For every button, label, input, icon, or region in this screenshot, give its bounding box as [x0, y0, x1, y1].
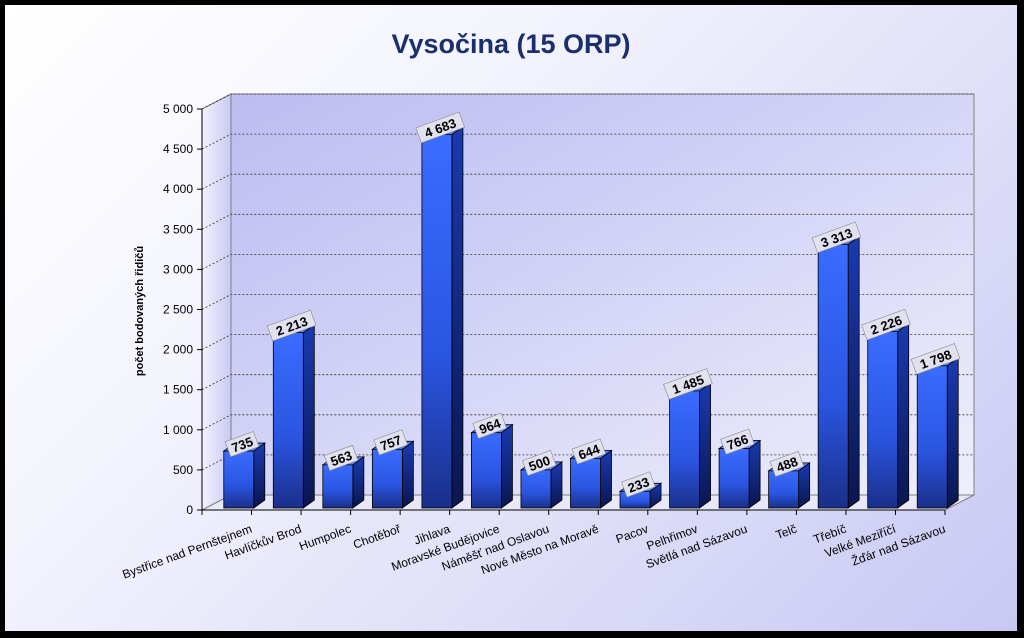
data-label-box: [522, 449, 557, 477]
bar: [916, 357, 960, 509]
data-label-text: 766: [725, 431, 751, 453]
chart-title: Vysočina (15 ORP): [391, 29, 631, 59]
y-tick-label: 3 000: [163, 262, 193, 276]
gridline: [201, 374, 974, 391]
gridline: [201, 294, 974, 310]
data-label-box: [663, 368, 713, 400]
data-label-text: 964: [477, 415, 503, 437]
bar: [668, 382, 712, 509]
bar-front: [371, 448, 403, 509]
y-tick-label: 1 500: [163, 383, 193, 397]
y-tick-label: 3 500: [163, 222, 193, 236]
data-label-box: [769, 450, 805, 478]
x-tick-label: Humpolec: [297, 522, 353, 554]
bar-front: [916, 365, 948, 509]
data-label-text: 735: [229, 434, 255, 456]
y-tick-label: 4 500: [163, 142, 193, 156]
data-label: 644: [571, 438, 607, 465]
data-label: 735: [224, 431, 260, 458]
bar-side: [501, 423, 513, 509]
bar-front: [817, 243, 849, 509]
data-label-box: [472, 412, 507, 439]
bar-side: [352, 456, 365, 509]
chart-frame: Vysočina (15 ORP) 0 500 1 000 1 500 2 00: [5, 5, 1017, 631]
bar: [420, 125, 465, 509]
data-label-text: 757: [378, 432, 404, 454]
data-label-box: [621, 471, 656, 498]
data-label-text: 488: [774, 454, 800, 476]
gridline: [201, 414, 974, 431]
data-label-text: 500: [527, 453, 553, 475]
y-tick-label: 2 500: [163, 303, 193, 317]
gridline: [201, 133, 974, 150]
data-label: 766: [720, 428, 755, 455]
data-label: 500: [522, 449, 557, 477]
x-tick-label: Telč: [774, 522, 799, 542]
bar-side: [699, 382, 711, 509]
data-label-box: [811, 221, 862, 254]
data-label-text: 233: [626, 474, 652, 496]
bar-side: [451, 125, 464, 509]
y-tick-label: 2 000: [163, 343, 193, 357]
gridline: [201, 93, 974, 110]
y-tick-label: 4 000: [163, 182, 193, 196]
data-label: 757: [373, 429, 408, 456]
bar: [470, 423, 514, 509]
gridline: [201, 334, 974, 350]
bar-front: [471, 432, 502, 509]
bar-front: [867, 331, 899, 509]
bar-front: [768, 470, 800, 509]
data-label-box: [571, 438, 607, 465]
bar: [321, 456, 366, 509]
bar-side: [946, 357, 959, 509]
bar-front: [322, 464, 354, 509]
data-label-text: 563: [329, 448, 355, 470]
bar-side: [847, 235, 860, 509]
data-label-box: [224, 431, 260, 458]
gridline: [201, 253, 974, 270]
data-label-box: [720, 428, 755, 455]
bar-front: [421, 134, 453, 509]
bar-front: [718, 448, 750, 509]
bar: [866, 322, 910, 509]
bar-front: [520, 469, 552, 509]
data-label: 233: [621, 471, 656, 498]
bar-side: [401, 440, 414, 509]
data-label: 488: [769, 450, 805, 478]
data-label-box: [323, 444, 359, 472]
data-label: 563: [323, 444, 359, 472]
bar-side: [748, 439, 761, 509]
y-tick-label: 0: [186, 503, 193, 517]
data-label-box: [373, 429, 408, 456]
bar-side: [253, 442, 266, 509]
x-tick-label: Chotěboř: [351, 521, 403, 551]
bar-side: [600, 449, 612, 509]
data-label-box: [861, 308, 911, 341]
data-label-text: 644: [576, 441, 602, 463]
y-tick-label: 500: [173, 463, 193, 477]
bar-front: [570, 457, 601, 509]
bar-side: [897, 322, 910, 509]
bar-front: [223, 450, 255, 509]
bar: [272, 323, 316, 509]
gridline: [201, 213, 974, 230]
bar-front: [272, 332, 304, 509]
gridline: [201, 173, 974, 190]
y-tick-label: 5 000: [163, 102, 193, 116]
bar-chart: 0 500 1 000 1 500 2 000 2 500 3 000 3 500 4 000 4…: [121, 93, 975, 582]
y-axis-title: počet bodovaných řidičů: [134, 246, 146, 376]
data-label-box: [910, 343, 961, 375]
data-label-box: [266, 309, 317, 342]
y-tick-label: 1 000: [163, 423, 193, 437]
bar-front: [669, 390, 700, 509]
data-label-box: [415, 111, 465, 144]
data-label: 964: [472, 412, 507, 439]
bar-side: [302, 323, 315, 509]
bar: [519, 461, 564, 509]
bar: [816, 235, 861, 509]
